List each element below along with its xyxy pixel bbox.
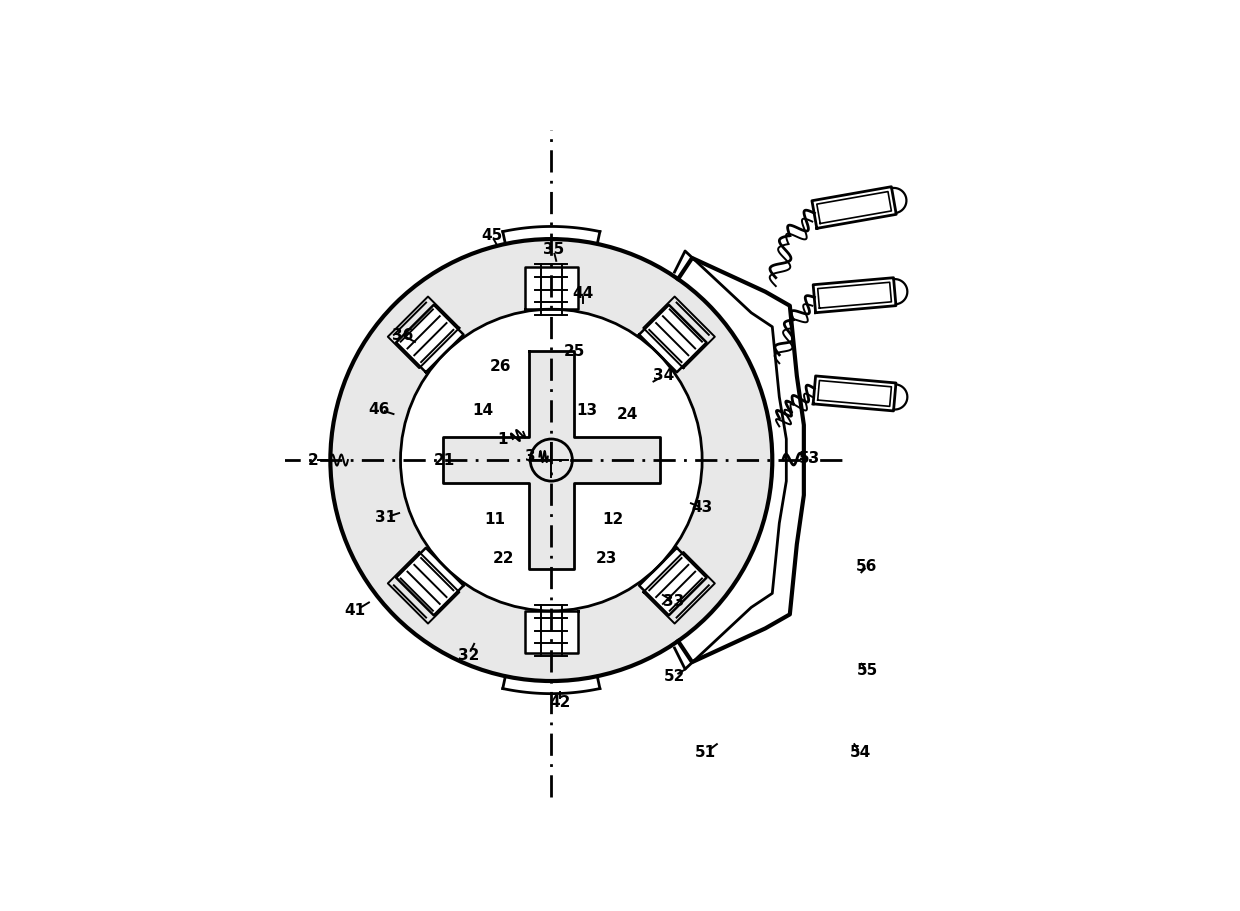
Polygon shape — [396, 548, 464, 615]
Text: 23: 23 — [595, 551, 616, 566]
Text: 44: 44 — [573, 286, 594, 301]
Polygon shape — [525, 611, 578, 653]
Text: 3: 3 — [525, 449, 536, 464]
Text: 26: 26 — [490, 359, 512, 374]
Text: 53: 53 — [799, 451, 820, 466]
Polygon shape — [639, 305, 707, 373]
Text: 34: 34 — [653, 368, 675, 384]
Text: 42: 42 — [549, 694, 570, 710]
Text: 46: 46 — [368, 402, 391, 417]
Polygon shape — [525, 267, 578, 309]
Text: 13: 13 — [575, 404, 596, 418]
Text: 25: 25 — [564, 343, 585, 359]
Text: 24: 24 — [616, 407, 637, 422]
Text: 35: 35 — [543, 242, 564, 257]
Text: 51: 51 — [696, 745, 717, 760]
Text: 52: 52 — [663, 669, 684, 683]
Polygon shape — [396, 305, 464, 373]
Text: 56: 56 — [857, 559, 878, 574]
Text: 55: 55 — [857, 663, 878, 678]
Text: 33: 33 — [663, 594, 684, 609]
Circle shape — [401, 309, 702, 611]
Text: 31: 31 — [374, 510, 396, 525]
Circle shape — [330, 239, 773, 681]
Text: 21: 21 — [434, 453, 455, 467]
Polygon shape — [443, 352, 660, 568]
Text: 36: 36 — [392, 328, 413, 343]
Text: 11: 11 — [485, 512, 506, 527]
Text: 12: 12 — [603, 512, 624, 527]
Circle shape — [330, 239, 773, 681]
Text: 45: 45 — [481, 228, 502, 243]
Text: 54: 54 — [849, 745, 870, 760]
Text: 41: 41 — [345, 603, 366, 619]
Text: 43: 43 — [692, 500, 713, 516]
Text: 22: 22 — [492, 551, 515, 566]
Polygon shape — [639, 548, 707, 615]
Text: 14: 14 — [472, 404, 494, 418]
Text: 2: 2 — [308, 453, 319, 467]
Text: 1: 1 — [497, 432, 507, 446]
Text: 32: 32 — [458, 648, 479, 662]
